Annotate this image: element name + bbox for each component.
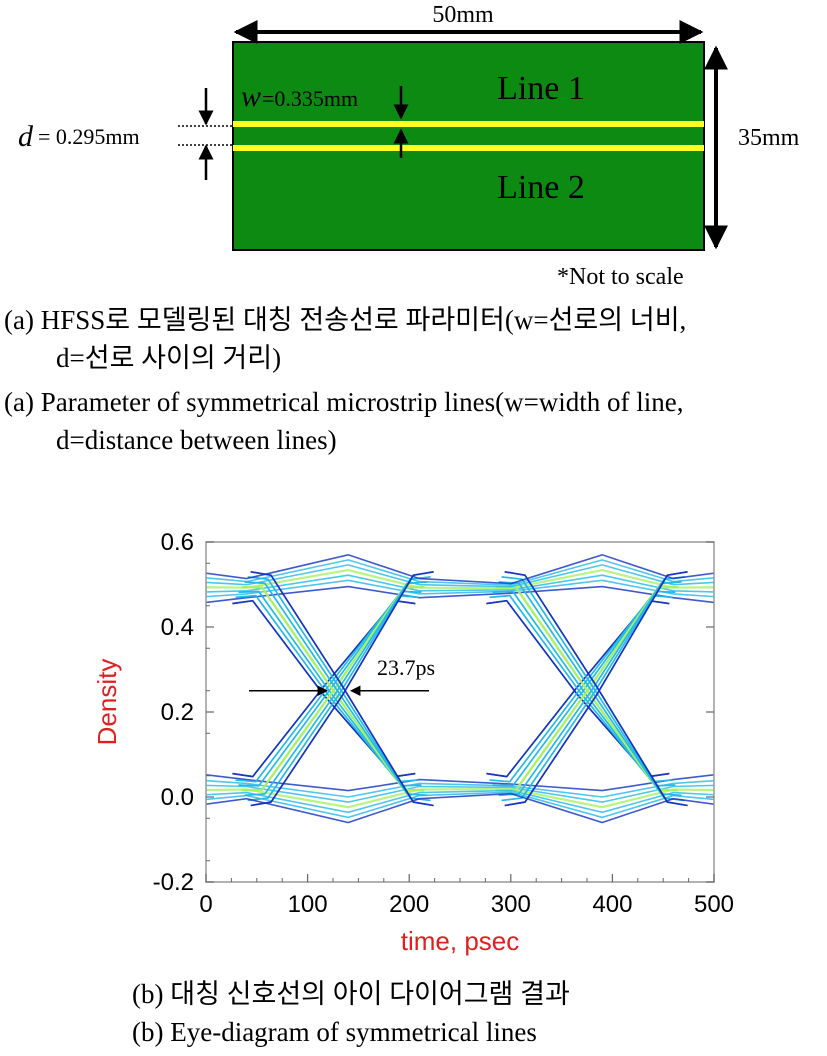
caption-b-korean: (b) 대칭 신호선의 아이 다이어그램 결과 bbox=[132, 979, 570, 1009]
w-symbol: w bbox=[241, 80, 261, 113]
eye-trace-fall bbox=[504, 571, 688, 807]
eye-trace-fall bbox=[492, 590, 676, 787]
eye-trace-high bbox=[206, 559, 714, 587]
d-symbol: d bbox=[18, 120, 34, 153]
eye-trace-rise bbox=[486, 599, 670, 778]
x-tick-label: 500 bbox=[694, 891, 734, 918]
eye-trace-fall bbox=[247, 576, 431, 802]
board-diagram: 50mm 35mm w =0.335mm d = 0.295mm Line 1 … bbox=[18, 2, 800, 290]
not-to-scale-note: *Not to scale bbox=[557, 264, 684, 290]
w-value: =0.335mm bbox=[262, 86, 358, 111]
x-tick-label: 100 bbox=[288, 891, 328, 918]
eye-trace-fall bbox=[244, 581, 428, 797]
eye-x-axis-label: time, psec bbox=[401, 926, 520, 956]
x-tick-label: 0 bbox=[199, 891, 212, 918]
caption-a-english-line1: (a) Parameter of symmetrical microstrip … bbox=[4, 387, 684, 417]
eye-trace-high bbox=[206, 553, 714, 585]
x-tick-label: 400 bbox=[592, 891, 632, 918]
caption-b-english: (b) Eye-diagram of symmetrical lines bbox=[132, 1017, 537, 1047]
y-tick-label: 0.6 bbox=[161, 529, 194, 556]
eye-axes: -0.2 0.0 0.2 0.4 0.6 0 100 200 300 400 500 23.7ps bbox=[153, 529, 734, 918]
y-tick-label: 0.0 bbox=[161, 784, 194, 811]
x-tick-label: 200 bbox=[389, 891, 429, 918]
eye-y-axis-label: Density bbox=[92, 659, 122, 746]
eye-traces bbox=[206, 553, 714, 824]
trace-line-1 bbox=[233, 121, 704, 127]
eye-trace-fall bbox=[495, 586, 679, 792]
caption-a-english-line2: d=distance between lines) bbox=[56, 425, 337, 455]
eye-trace-fall bbox=[501, 576, 685, 802]
eye-trace-rise bbox=[492, 590, 676, 787]
line-2-label: Line 2 bbox=[497, 169, 585, 206]
y-tick-label: 0.2 bbox=[161, 699, 194, 726]
eye-trace-fall bbox=[238, 590, 422, 787]
eye-trace-fall bbox=[241, 586, 425, 792]
trace-line-2 bbox=[233, 145, 704, 151]
eye-trace-rise bbox=[238, 590, 422, 787]
line-1-label: Line 1 bbox=[497, 70, 585, 107]
y-tick-label: 0.4 bbox=[161, 614, 194, 641]
d-value: = 0.295mm bbox=[38, 124, 140, 149]
eye-trace-high bbox=[206, 564, 714, 588]
eye-trace-fall bbox=[486, 599, 670, 778]
caption-a-korean-line1: (a) HFSS로 모델링된 대칭 전송선로 파라미터(w=선로의 너비, bbox=[4, 305, 687, 335]
eye-width-annotation: 23.7ps bbox=[377, 655, 435, 680]
width-dimension-label: 50mm bbox=[432, 2, 494, 28]
eye-trace-low bbox=[206, 792, 714, 824]
x-tick-label: 300 bbox=[491, 891, 531, 918]
eye-trace-low bbox=[206, 789, 714, 814]
eye-diagram-chart: -0.2 0.0 0.2 0.4 0.6 0 100 200 300 400 500 23.7ps D… bbox=[92, 529, 734, 956]
eye-trace-low bbox=[206, 791, 714, 819]
y-tick-label: -0.2 bbox=[153, 869, 194, 896]
caption-a-korean-line2: d=선로 사이의 거리) bbox=[56, 343, 282, 373]
eye-trace-rise bbox=[504, 571, 688, 807]
height-dimension-label: 35mm bbox=[738, 125, 800, 151]
eye-trace-fall bbox=[498, 581, 682, 797]
